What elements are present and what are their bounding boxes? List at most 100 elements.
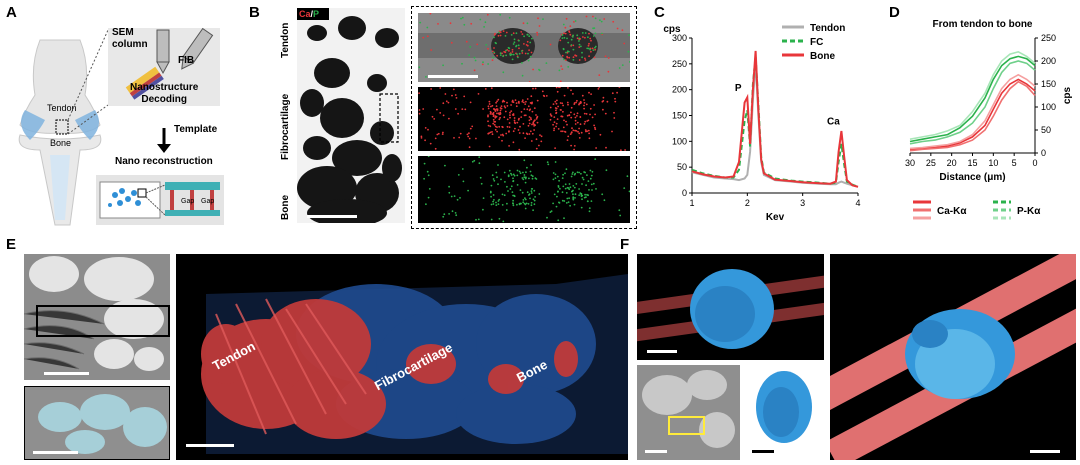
map-dot xyxy=(582,178,585,181)
map-dot xyxy=(524,137,526,139)
map-dot xyxy=(588,132,590,135)
map-dot xyxy=(530,95,533,98)
map-dot xyxy=(496,112,498,115)
map-dot xyxy=(546,161,549,164)
map-dot xyxy=(562,104,564,107)
nano-reconstruction-label: Nano reconstruction xyxy=(115,156,213,167)
map-dot xyxy=(513,41,516,44)
map-dot xyxy=(504,181,506,183)
map-dot xyxy=(465,40,468,43)
map-dot xyxy=(579,116,582,118)
map-dot xyxy=(512,101,515,104)
map-dot xyxy=(498,31,500,34)
map-dot xyxy=(580,172,582,175)
map-dot xyxy=(581,94,584,97)
map-dot xyxy=(572,48,575,51)
map-dot xyxy=(542,18,544,20)
map-dot xyxy=(488,145,491,148)
map-dot xyxy=(495,204,498,206)
map-dot xyxy=(557,219,560,222)
map-dot xyxy=(575,183,578,185)
map-dot xyxy=(568,188,571,191)
map-dot xyxy=(426,35,429,38)
map-dot xyxy=(593,56,596,59)
map-dot xyxy=(619,214,622,217)
map-dot xyxy=(588,210,591,213)
map-dot xyxy=(530,192,533,194)
template-label: Template xyxy=(174,124,218,135)
map-dot xyxy=(492,114,495,116)
map-dot xyxy=(535,114,537,116)
map-dot xyxy=(552,202,554,205)
map-dot xyxy=(586,174,588,176)
map-dot xyxy=(501,52,503,55)
map-dot xyxy=(507,174,510,177)
map-dot xyxy=(602,96,605,99)
map-dot xyxy=(563,94,566,97)
e-3d-reconstruction xyxy=(176,254,628,460)
map-dot xyxy=(473,56,476,59)
map-dot xyxy=(607,57,610,59)
map-dot xyxy=(564,131,567,133)
map-dot xyxy=(521,52,524,54)
map-dot xyxy=(562,126,565,129)
map-dot xyxy=(558,69,561,72)
map-dot xyxy=(581,51,583,54)
map-dot xyxy=(555,122,558,125)
map-dot xyxy=(547,163,550,166)
map-dot xyxy=(473,69,476,72)
map-dot xyxy=(512,194,514,197)
map-dot xyxy=(611,130,613,133)
map-dot xyxy=(530,164,532,166)
map-dot xyxy=(506,185,508,188)
map-dot xyxy=(492,178,495,180)
map-dot xyxy=(524,52,527,55)
d-y-tick-label: 150 xyxy=(1041,79,1056,89)
map-dot xyxy=(458,136,461,139)
map-dot xyxy=(564,187,567,190)
map-dot xyxy=(590,39,592,42)
map-dot xyxy=(616,27,619,30)
map-dot xyxy=(567,201,570,203)
map-dot xyxy=(475,137,477,140)
map-dot xyxy=(508,145,510,147)
map-dot xyxy=(593,104,595,106)
map-dot xyxy=(570,144,572,147)
map-dot xyxy=(531,177,534,180)
map-dot xyxy=(572,44,575,47)
map-dot xyxy=(581,198,583,201)
map-dot xyxy=(572,59,575,61)
map-dot xyxy=(572,189,574,192)
c-x-label: Kev xyxy=(766,212,785,223)
map-dot xyxy=(578,127,580,130)
map-dot xyxy=(499,54,502,56)
map-dot xyxy=(487,120,489,123)
map-dot xyxy=(512,43,515,45)
map-dot xyxy=(496,109,499,112)
map-dot xyxy=(456,198,459,201)
map-dot xyxy=(427,174,430,177)
d-x-tick-label: 0 xyxy=(1032,158,1037,168)
map-dot xyxy=(527,203,530,205)
map-dot xyxy=(497,34,500,37)
map-dot xyxy=(549,106,552,109)
map-dot xyxy=(498,125,501,128)
map-dot xyxy=(419,21,422,24)
map-dot xyxy=(574,197,576,199)
map-dot xyxy=(583,104,585,107)
map-dot xyxy=(436,133,439,136)
map-dot xyxy=(503,194,506,197)
map-dot xyxy=(526,191,529,194)
map-dot xyxy=(453,195,456,197)
map-dot xyxy=(497,164,499,166)
map-dot xyxy=(537,17,539,20)
map-dot xyxy=(545,95,548,97)
b-fibrocartilage-label: Fibrocartilage xyxy=(280,93,291,160)
map-dot xyxy=(473,159,476,162)
map-dot xyxy=(455,97,458,99)
map-dot xyxy=(568,114,571,117)
map-dot xyxy=(561,68,564,70)
map-dot xyxy=(570,38,573,41)
map-dot xyxy=(526,33,529,36)
map-dot xyxy=(496,108,499,111)
